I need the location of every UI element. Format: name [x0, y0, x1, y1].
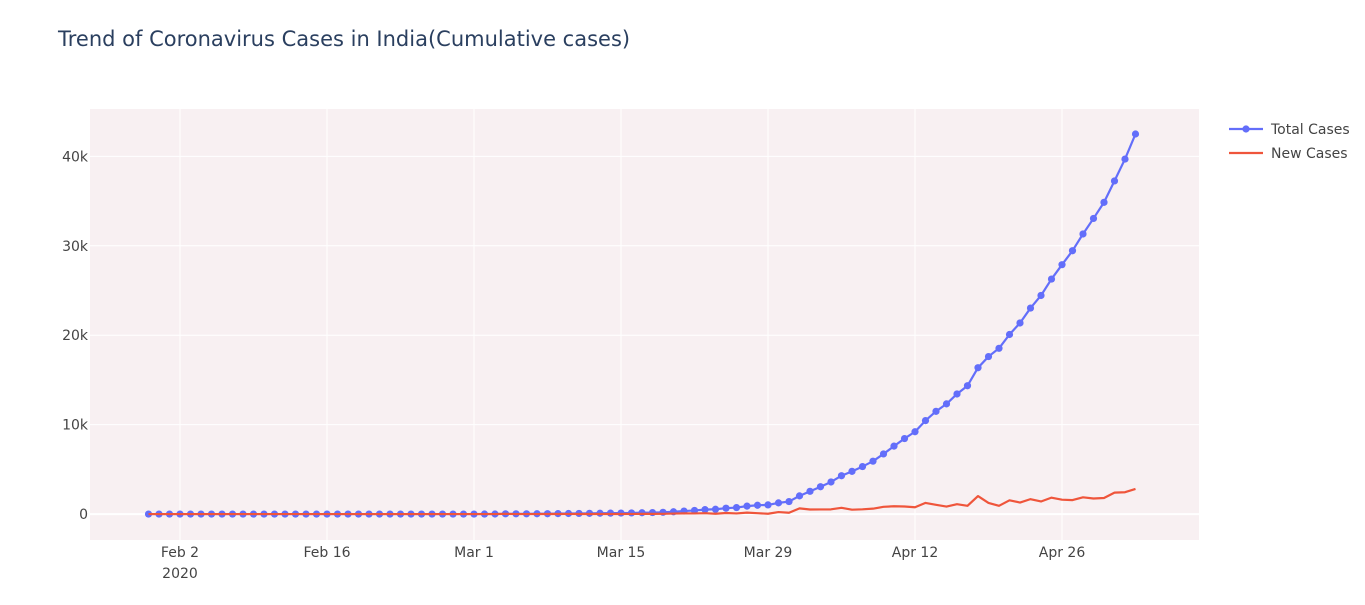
- data-point: [1068, 247, 1077, 255]
- data-point: [1100, 198, 1108, 206]
- x-tick-label: Apr 26: [1039, 545, 1086, 561]
- data-point: [827, 478, 835, 486]
- data-point: [1110, 177, 1119, 185]
- data-point: [953, 390, 961, 398]
- data-point: [963, 382, 972, 390]
- y-axis-ticks: 0 10k 20k 30k 40k: [62, 149, 89, 523]
- data-point: [921, 417, 930, 425]
- data-point: [1089, 214, 1098, 223]
- data-point: [890, 442, 898, 450]
- data-point: [1131, 130, 1140, 138]
- y-tick-label: 30k: [62, 239, 89, 255]
- x-axis-ticks: Feb 2 2020 Feb 16 Mar 1 Mar 15 Mar 29 Apr 12 Ap…: [161, 545, 1085, 582]
- data-point: [764, 501, 772, 509]
- x-tick-label: Mar 29: [744, 545, 793, 561]
- x-tick-label: Apr 12: [892, 545, 938, 561]
- data-point: [995, 344, 1003, 352]
- x-tick-label: Feb 2: [161, 545, 199, 561]
- data-point: [858, 462, 867, 471]
- data-point: [638, 509, 646, 517]
- data-point: [837, 472, 846, 480]
- data-point: [1079, 230, 1087, 238]
- data-point: [900, 434, 909, 443]
- data-point: [816, 483, 825, 491]
- data-point: [911, 428, 919, 436]
- data-point: [732, 503, 741, 512]
- data-point: [1047, 275, 1056, 283]
- x-tick-label: Mar 15: [597, 545, 646, 561]
- x-tick-sublabel: 2020: [162, 566, 198, 582]
- data-point: [1037, 291, 1045, 300]
- data-point: [774, 499, 783, 507]
- data-point: [690, 506, 699, 515]
- data-point: [795, 492, 804, 500]
- y-tick-label: 0: [79, 507, 88, 523]
- data-point: [984, 352, 993, 361]
- data-point: [753, 501, 762, 509]
- data-point: [1016, 319, 1024, 327]
- data-point: [848, 467, 856, 475]
- data-point: [701, 506, 709, 514]
- x-tick-label: Mar 1: [454, 545, 494, 561]
- series-group: [144, 130, 1140, 518]
- chart-title: Trend of Coronavirus Cases in India(Cumu…: [58, 27, 631, 51]
- data-point: [1121, 155, 1129, 163]
- data-point: [722, 504, 730, 512]
- data-point: [879, 450, 888, 458]
- data-point: [942, 400, 951, 408]
- y-tick-label: 20k: [62, 328, 89, 344]
- data-point: [1058, 261, 1066, 269]
- legend-label: New Cases: [1271, 146, 1348, 162]
- data-point: [806, 487, 814, 495]
- data-point: [711, 505, 720, 513]
- data-point: [1026, 304, 1035, 312]
- y-tick-label: 40k: [62, 149, 89, 165]
- x-tick-label: Feb 16: [303, 545, 350, 561]
- plot-background: [90, 109, 1199, 540]
- data-point: [1005, 330, 1014, 339]
- data-point: [785, 497, 793, 506]
- data-point: [974, 364, 982, 372]
- data-point: [932, 407, 940, 415]
- data-point: [648, 508, 657, 517]
- y-tick-label: 10k: [62, 418, 89, 434]
- series-line-new-cases: [148, 487, 1136, 516]
- data-point: [743, 502, 751, 510]
- data-point: [869, 457, 877, 465]
- legend[interactable]: Total Cases New Cases: [1229, 122, 1350, 162]
- legend-swatch-marker: [1242, 125, 1250, 133]
- legend-label: Total Cases: [1270, 122, 1350, 138]
